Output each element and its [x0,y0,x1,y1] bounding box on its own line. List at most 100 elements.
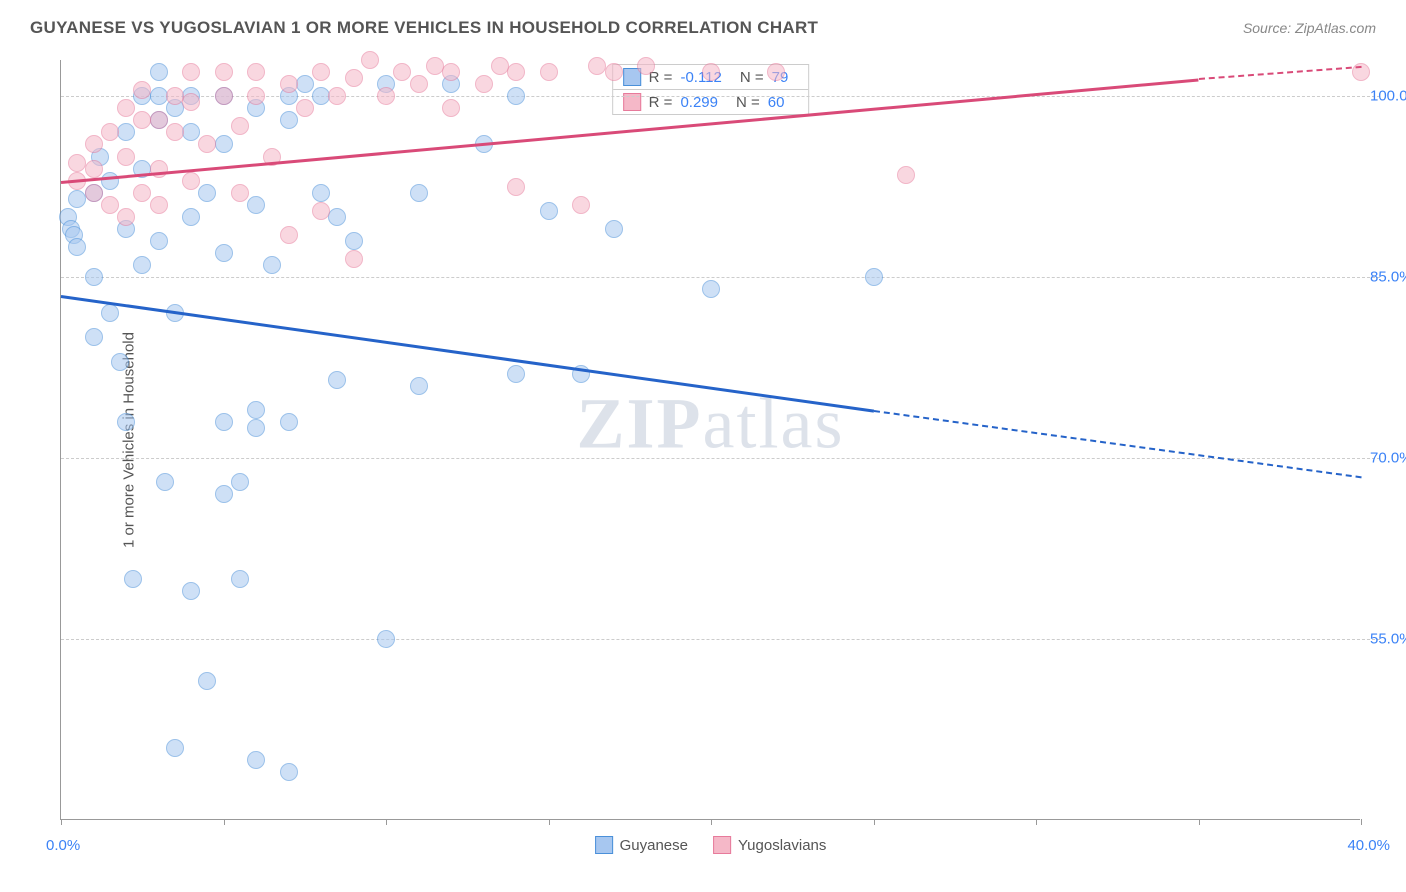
data-point [150,63,168,81]
data-point [231,570,249,588]
x-tick [224,819,225,825]
data-point [328,87,346,105]
data-point [361,51,379,69]
trend-line [61,295,874,412]
data-point [702,280,720,298]
data-point [215,413,233,431]
data-point [247,87,265,105]
data-point [117,99,135,117]
chart-container: GUYANESE VS YUGOSLAVIAN 1 OR MORE VEHICL… [0,0,1406,892]
data-point [328,208,346,226]
y-tick-label: 100.0% [1370,88,1406,105]
data-point [410,184,428,202]
x-axis-max-label: 40.0% [1347,837,1390,854]
legend-swatch [595,836,613,854]
data-point [345,69,363,87]
watermark-bold: ZIP [577,384,703,464]
data-point [215,63,233,81]
data-point [377,87,395,105]
grid-line [61,458,1380,459]
data-point [442,63,460,81]
legend-swatch [713,836,731,854]
data-point [182,582,200,600]
y-tick-label: 55.0% [1370,631,1406,648]
data-point [182,123,200,141]
data-point [312,184,330,202]
data-point [442,99,460,117]
data-point [475,75,493,93]
data-point [85,268,103,286]
data-point [507,63,525,81]
data-point [540,202,558,220]
data-point [280,75,298,93]
data-point [231,473,249,491]
title-bar: GUYANESE VS YUGOSLAVIAN 1 OR MORE VEHICL… [30,18,1376,38]
data-point [133,184,151,202]
data-point [117,208,135,226]
data-point [296,75,314,93]
data-point [865,268,883,286]
data-point [101,196,119,214]
data-point [312,63,330,81]
data-point [637,57,655,75]
data-point [247,63,265,81]
data-point [247,751,265,769]
data-point [68,238,86,256]
data-point [85,160,103,178]
data-point [166,123,184,141]
trend-line-dashed [1198,66,1361,80]
data-point [312,202,330,220]
data-point [85,328,103,346]
data-point [605,63,623,81]
data-point [247,196,265,214]
data-point [156,473,174,491]
data-point [247,419,265,437]
data-point [540,63,558,81]
data-point [117,413,135,431]
source-label: Source: ZipAtlas.com [1243,20,1376,36]
grid-line [61,277,1380,278]
x-tick [1036,819,1037,825]
data-point [150,196,168,214]
y-tick-label: 70.0% [1370,450,1406,467]
data-point [198,135,216,153]
x-tick [874,819,875,825]
legend-item: Yugoslavians [713,836,826,854]
x-tick [61,819,62,825]
legend-label: Yugoslavians [738,837,826,854]
x-tick [711,819,712,825]
data-point [133,81,151,99]
data-point [377,630,395,648]
data-point [182,172,200,190]
data-point [410,75,428,93]
data-point [215,244,233,262]
y-tick-label: 85.0% [1370,269,1406,286]
data-point [345,232,363,250]
data-point [117,123,135,141]
data-point [328,371,346,389]
x-axis-min-label: 0.0% [46,837,80,854]
data-point [85,135,103,153]
data-point [410,377,428,395]
data-point [101,172,119,190]
legend-label: Guyanese [620,837,688,854]
data-point [507,87,525,105]
chart-title: GUYANESE VS YUGOSLAVIAN 1 OR MORE VEHICL… [30,18,818,38]
data-point [150,111,168,129]
watermark: ZIPatlas [577,383,845,466]
data-point [101,123,119,141]
x-tick [1199,819,1200,825]
data-point [117,148,135,166]
data-point [507,365,525,383]
data-point [263,256,281,274]
data-point [507,178,525,196]
grid-line [61,639,1380,640]
data-point [198,184,216,202]
data-point [124,570,142,588]
data-point [215,87,233,105]
data-point [198,672,216,690]
x-tick [1361,819,1362,825]
data-point [280,763,298,781]
legend-item: Guyanese [595,836,688,854]
data-point [605,220,623,238]
